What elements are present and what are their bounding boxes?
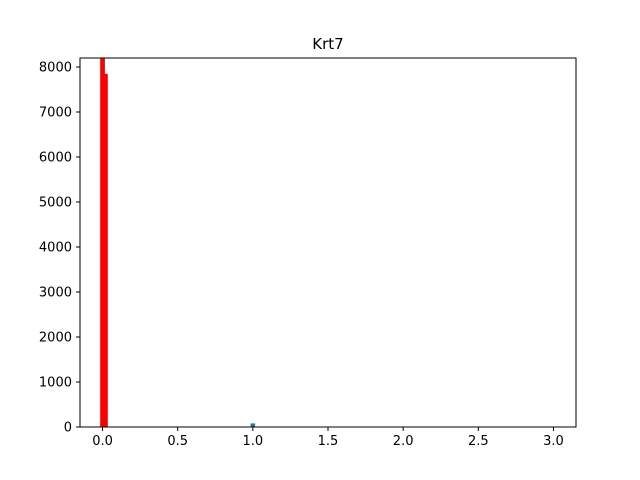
x-tick-label: 3.0 (543, 434, 564, 449)
y-tick-label: 0 (64, 421, 72, 436)
plot-frame (79, 57, 577, 428)
y-tick-label: 4000 (39, 241, 72, 256)
chart-title: Krt7 (312, 35, 343, 53)
x-tick-label: 0.5 (167, 434, 188, 449)
y-tick-label: 6000 (39, 151, 72, 166)
bars-layer (100, 58, 256, 427)
axes-layer: 0.0 0.5 1.0 1.5 2.0 2.5 3.0 0 1000 2000 3000 4000 50… (39, 57, 577, 449)
y-tick-label: 5000 (39, 196, 72, 211)
x-tick-label: 2.5 (468, 434, 489, 449)
x-tick-label: 0.0 (92, 434, 113, 449)
bar-series1-0 (100, 58, 105, 427)
x-tick-label: 1.5 (318, 434, 339, 449)
y-tick-label: 8000 (39, 61, 72, 76)
y-tick-label: 2000 (39, 331, 72, 346)
bar-series0-1 (250, 423, 256, 427)
x-tick-label: 2.0 (393, 434, 414, 449)
x-tick-label: 1.0 (243, 434, 264, 449)
y-tick-label: 3000 (39, 286, 72, 301)
y-tick-label: 1000 (39, 376, 72, 391)
bar-series1-1 (103, 73, 108, 427)
y-tick-label: 7000 (39, 106, 72, 121)
